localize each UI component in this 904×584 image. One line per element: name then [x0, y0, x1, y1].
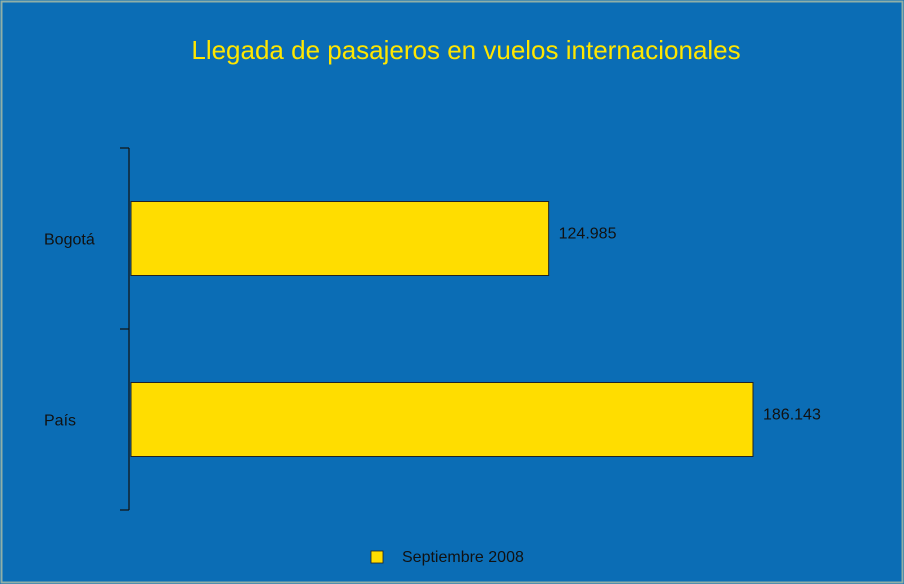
- legend-swatch: [370, 550, 384, 564]
- legend-label: Septiembre 2008: [402, 549, 524, 566]
- bar: [130, 201, 550, 276]
- chart-title: Llegada de pasajeros en vuelos internaci…: [191, 35, 740, 65]
- category-axis: [120, 147, 130, 511]
- value-label: 124.985: [559, 226, 617, 243]
- bar: [130, 382, 754, 457]
- value-label: 186.143: [763, 407, 821, 424]
- category-label: País: [44, 413, 76, 430]
- category-label: Bogotá: [44, 232, 95, 249]
